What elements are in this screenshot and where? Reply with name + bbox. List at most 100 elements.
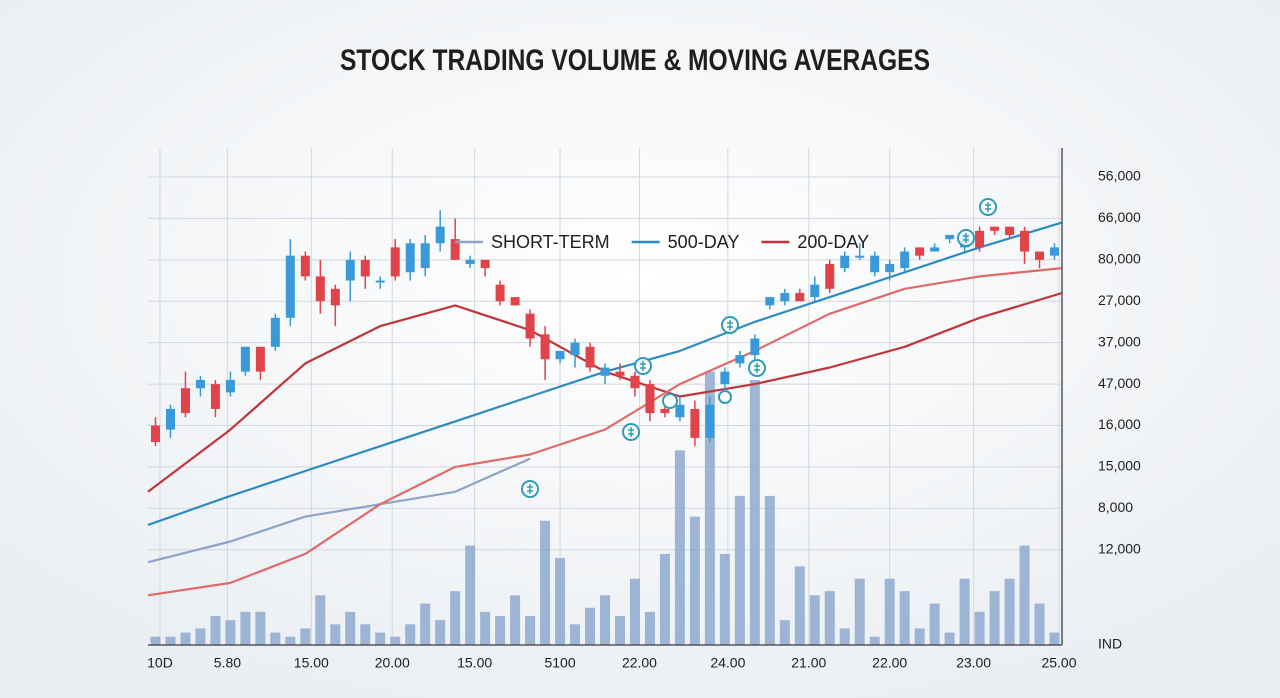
x-tick-label: 5.80: [214, 655, 241, 671]
candle-body: [150, 425, 160, 443]
candle-body: [720, 371, 730, 385]
ma-line: [147, 267, 1063, 597]
volume-bar: [644, 611, 655, 645]
candle-body: [435, 226, 445, 244]
candle-body: [360, 259, 370, 277]
candle-body: [660, 408, 670, 414]
volume-bar: [480, 611, 491, 645]
x-tick-label: 23.00: [956, 655, 991, 671]
x-tick-label: 22.00: [872, 655, 907, 671]
chart-title: STOCK TRADING VOLUME & MOVING AVERAGES: [340, 44, 930, 77]
volume-bar: [525, 616, 536, 645]
icon-glyph: [754, 363, 760, 373]
volume-bar: [225, 620, 236, 645]
volume-bar: [390, 636, 401, 645]
volume-bar: [674, 450, 685, 645]
volume-bar: [899, 591, 910, 645]
candle-body: [765, 297, 775, 306]
legend-label: 500-DAY: [668, 232, 740, 252]
volume-bar: [465, 545, 476, 645]
candle-body: [870, 255, 880, 273]
candle-body: [300, 255, 310, 277]
icon-glyph: [527, 484, 533, 494]
icon-glyph: [727, 320, 733, 330]
volume-bars: [150, 371, 1060, 645]
volume-bar: [165, 636, 176, 645]
candle-body: [990, 226, 1000, 231]
volume-bar: [914, 628, 925, 645]
volume-bar: [345, 611, 356, 645]
legend-label: 200-DAY: [797, 232, 869, 252]
candle-body: [345, 259, 355, 281]
volume-bar: [809, 595, 820, 645]
annotation-icons: [521, 198, 997, 498]
volume-bar: [540, 520, 551, 645]
icon-glyph: [628, 427, 634, 437]
volume-bar: [779, 620, 790, 645]
candle-body: [285, 255, 295, 318]
candle-body: [1035, 251, 1045, 260]
volume-bar: [285, 636, 296, 645]
y-tick-label: 8,000: [1098, 499, 1133, 515]
candle-body: [780, 292, 790, 302]
candle-body: [585, 346, 595, 368]
volume-bar: [764, 495, 775, 645]
candle-body: [525, 313, 535, 339]
legend-label: SHORT-TERM: [491, 232, 610, 252]
volume-bar: [255, 611, 266, 645]
volume-bar: [929, 603, 940, 645]
volume-bar: [210, 616, 221, 645]
volume-bar: [300, 628, 311, 645]
volume-bar: [1004, 578, 1015, 645]
icon-glyph: [640, 361, 646, 371]
legend: SHORT-TERM 500-DAY 200-DAY: [455, 232, 869, 252]
candle-body: [810, 284, 820, 298]
candle-body: [480, 259, 490, 269]
candle-body: [210, 384, 220, 409]
volume-bar: [240, 611, 251, 645]
candle-body: [1050, 247, 1060, 256]
x-tick-label: 24.00: [710, 655, 745, 671]
volume-bar: [180, 632, 191, 645]
candle-body: [855, 255, 865, 258]
candle-body: [390, 247, 400, 277]
volume-bar: [150, 636, 161, 645]
volume-bar: [1034, 603, 1045, 645]
candle-body: [255, 346, 265, 372]
volume-bar: [570, 624, 581, 645]
volume-bar: [195, 628, 206, 645]
candle-body: [165, 408, 175, 430]
candle-body: [690, 408, 700, 438]
y-tick-label: 56,000: [1098, 168, 1141, 184]
candle-body: [1020, 230, 1030, 252]
candle-body: [930, 247, 940, 252]
x-tick-label: 5100: [544, 655, 575, 671]
candle-body: [225, 379, 235, 393]
volume-bar: [734, 495, 745, 645]
x-tick-label: 21.00: [791, 655, 826, 671]
candle-body: [510, 297, 520, 306]
candle-body: [630, 375, 640, 389]
icon: [718, 390, 732, 404]
candle-body: [405, 243, 415, 273]
candle-body: [1005, 226, 1015, 235]
volume-bar: [495, 616, 506, 645]
volume-bar: [959, 578, 970, 645]
x-tick-label: 10D: [147, 655, 173, 671]
volume-bar: [614, 616, 625, 645]
y-tick-label: 37,000: [1098, 333, 1141, 349]
volume-bar: [360, 624, 371, 645]
volume-bar: [1049, 632, 1060, 645]
x-tick-label: 20.00: [375, 655, 410, 671]
y-tick-label: IND: [1098, 636, 1122, 652]
volume-bar: [1019, 545, 1030, 645]
y-tick-label: 27,000: [1098, 292, 1141, 308]
volume-bar: [884, 578, 895, 645]
x-tick-label: 22.00: [622, 655, 657, 671]
candle-body: [330, 288, 340, 306]
volume-bar: [659, 553, 670, 645]
candle-body: [705, 404, 715, 438]
volume-bar: [270, 632, 281, 645]
candle-body: [180, 388, 190, 414]
volume-bar: [989, 591, 1000, 645]
